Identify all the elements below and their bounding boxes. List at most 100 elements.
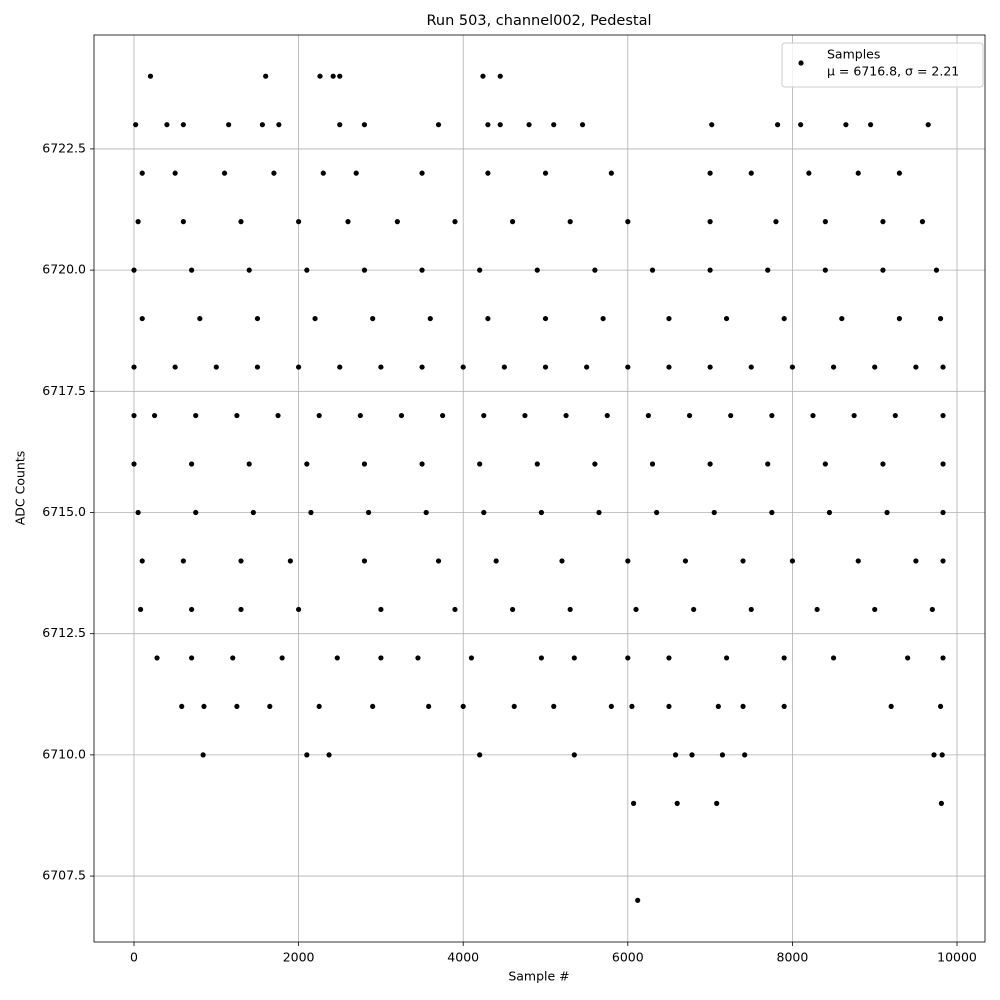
data-point: [326, 752, 332, 758]
data-point: [131, 364, 137, 370]
data-point: [296, 219, 302, 225]
data-point: [477, 752, 483, 758]
data-point: [559, 558, 565, 564]
data-point: [279, 655, 285, 661]
data-point: [608, 170, 614, 176]
data-point: [287, 558, 293, 564]
data-point: [563, 412, 569, 419]
data-point: [353, 170, 359, 176]
data-point: [781, 315, 787, 322]
legend-label: Samples: [827, 47, 880, 62]
data-point: [937, 315, 944, 322]
data-point: [938, 800, 944, 806]
data-point: [460, 364, 466, 370]
data-point: [769, 412, 775, 419]
data-point: [789, 364, 796, 370]
data-point: [538, 509, 544, 516]
data-point: [781, 655, 787, 661]
x-tick-label: 0: [130, 950, 138, 965]
data-point: [551, 122, 557, 128]
y-tick-label: 6722.5: [42, 140, 86, 155]
data-point: [200, 752, 206, 758]
data-point: [135, 509, 141, 516]
data-point: [843, 122, 849, 128]
data-point: [830, 364, 837, 370]
data-point: [357, 412, 363, 419]
data-point: [238, 558, 244, 564]
data-point: [415, 655, 421, 661]
data-point: [180, 122, 186, 128]
data-point: [839, 315, 845, 322]
data-point: [625, 655, 631, 661]
x-tick-label: 10000: [937, 950, 977, 965]
data-point: [715, 703, 721, 710]
data-point: [419, 170, 425, 176]
data-point: [477, 267, 483, 273]
data-point: [259, 122, 265, 128]
data-point: [931, 752, 937, 758]
data-point: [719, 752, 726, 758]
data-point: [435, 122, 442, 128]
data-point: [666, 364, 672, 370]
data-point: [308, 509, 314, 516]
data-point: [226, 122, 232, 128]
data-point: [748, 170, 754, 176]
data-point: [629, 703, 635, 710]
data-point: [526, 122, 532, 128]
data-point: [810, 412, 816, 419]
data-point: [625, 219, 631, 225]
data-point: [271, 170, 277, 176]
data-point: [600, 315, 606, 322]
data-point: [493, 558, 499, 564]
data-point: [905, 655, 911, 661]
data-point: [933, 267, 940, 273]
data-point: [154, 655, 160, 661]
y-tick-label: 6710.0: [42, 746, 86, 761]
legend: Samples μ = 6716.8, σ = 2.21: [781, 42, 984, 88]
data-point: [452, 606, 458, 613]
data-point: [880, 219, 886, 225]
y-tick-label: 6707.5: [42, 868, 86, 883]
data-point: [179, 703, 185, 710]
data-point: [707, 461, 713, 467]
x-axis-label: Sample #: [508, 969, 569, 984]
data-point: [452, 219, 458, 225]
data-point: [361, 558, 368, 564]
data-point: [234, 412, 240, 419]
data-point: [709, 122, 715, 128]
data-point: [345, 219, 351, 225]
data-point: [896, 170, 903, 176]
data-point: [674, 800, 680, 806]
data-point: [137, 606, 144, 613]
data-point: [940, 461, 946, 467]
data-point: [940, 364, 946, 370]
data-point: [250, 509, 256, 516]
data-point: [172, 170, 178, 176]
data-point: [511, 703, 517, 710]
data-point: [625, 558, 631, 564]
data-point: [267, 703, 273, 710]
data-point: [584, 364, 590, 370]
data-point: [276, 122, 282, 128]
data-point: [481, 509, 487, 516]
data-point: [884, 509, 890, 516]
data-point: [630, 800, 637, 806]
data-point: [707, 219, 713, 225]
data-point: [789, 558, 796, 564]
legend-note: μ = 6716.8, σ = 2.21: [827, 64, 959, 79]
data-point: [571, 752, 577, 758]
data-point: [742, 752, 748, 758]
data-point: [481, 412, 487, 419]
data-point: [645, 412, 651, 419]
data-point: [238, 606, 244, 613]
data-point: [334, 655, 340, 661]
data-point: [501, 364, 507, 370]
data-point: [254, 315, 261, 322]
data-point: [542, 170, 549, 176]
data-point: [773, 219, 779, 225]
data-point: [940, 412, 946, 419]
data-point: [246, 461, 252, 467]
data-point: [814, 606, 820, 613]
data-point: [147, 73, 154, 79]
data-point: [534, 461, 540, 467]
